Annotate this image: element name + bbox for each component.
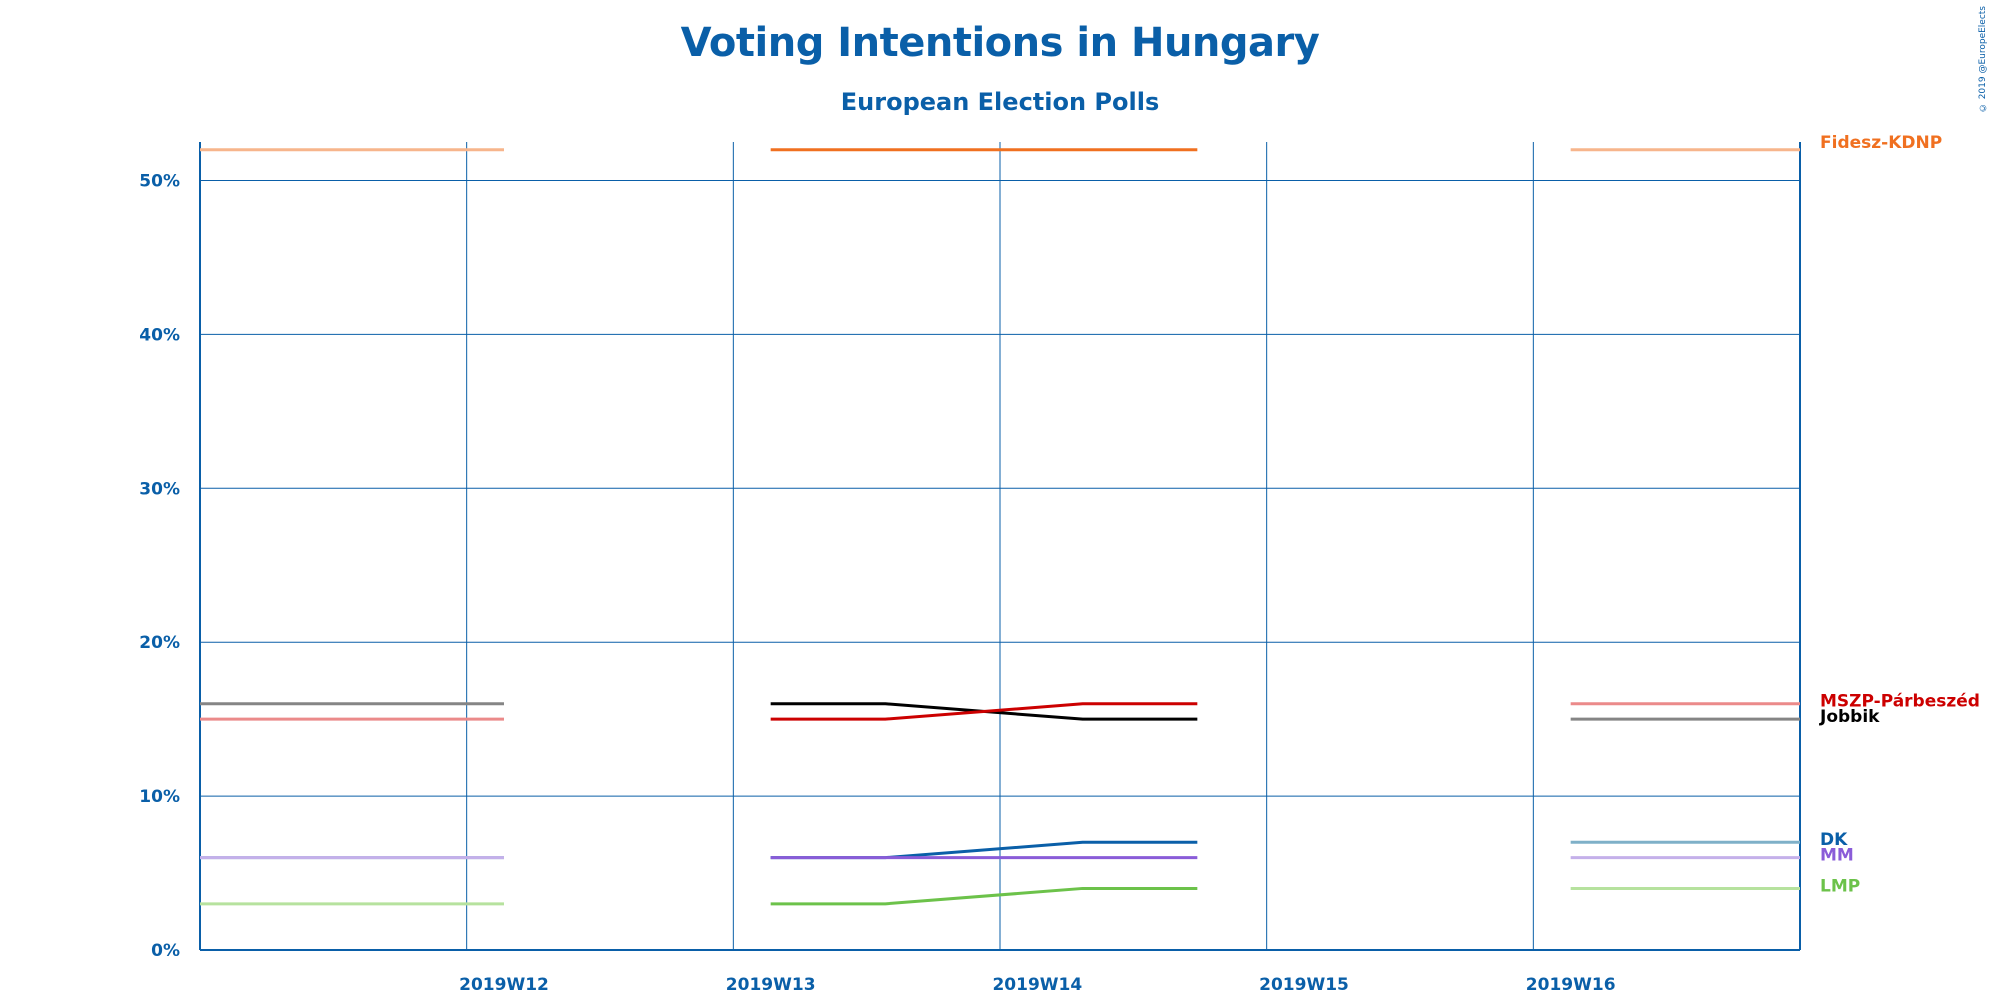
y-tick-label: 30%: [139, 479, 180, 499]
series-line: [770, 840, 1198, 860]
x-tick-label: 2019W14: [992, 975, 1082, 995]
y-tick-label: 50%: [139, 171, 180, 191]
y-tick-label: 20%: [139, 633, 180, 653]
series-label: MSZP-Párbeszéd: [1820, 692, 1980, 712]
series-label: Fidesz-KDNP: [1820, 133, 1942, 153]
x-tick-labels: 2019W12 2019W13 2019W14 2019W15 2019W16: [459, 975, 1615, 995]
series-label: LMP: [1820, 876, 1860, 896]
series-lines: [200, 148, 1800, 906]
axes: [199, 142, 1801, 951]
x-tick-label: 2019W15: [1259, 975, 1349, 995]
y-tick-label: 40%: [139, 325, 180, 345]
series-label: DK: [1820, 830, 1848, 850]
grid-lines: [200, 142, 1800, 950]
chart-subtitle: European Election Polls: [840, 88, 1160, 116]
x-tick-label: 2019W16: [1526, 975, 1616, 995]
series-label: MM: [1820, 846, 1854, 866]
chart-title: Voting Intentions in Hungary: [680, 20, 1320, 66]
y-tick-label: 10%: [139, 787, 180, 807]
x-tick-label: 2019W13: [726, 975, 816, 995]
x-tick-label: 2019W12: [459, 975, 549, 995]
series-label: Jobbik: [1819, 707, 1880, 727]
y-tick-labels: 0% 10% 20% 30% 40% 50%: [139, 171, 180, 961]
series-line: [770, 886, 1198, 906]
series-line: [770, 702, 1198, 721]
y-tick-label: 0%: [151, 941, 180, 961]
